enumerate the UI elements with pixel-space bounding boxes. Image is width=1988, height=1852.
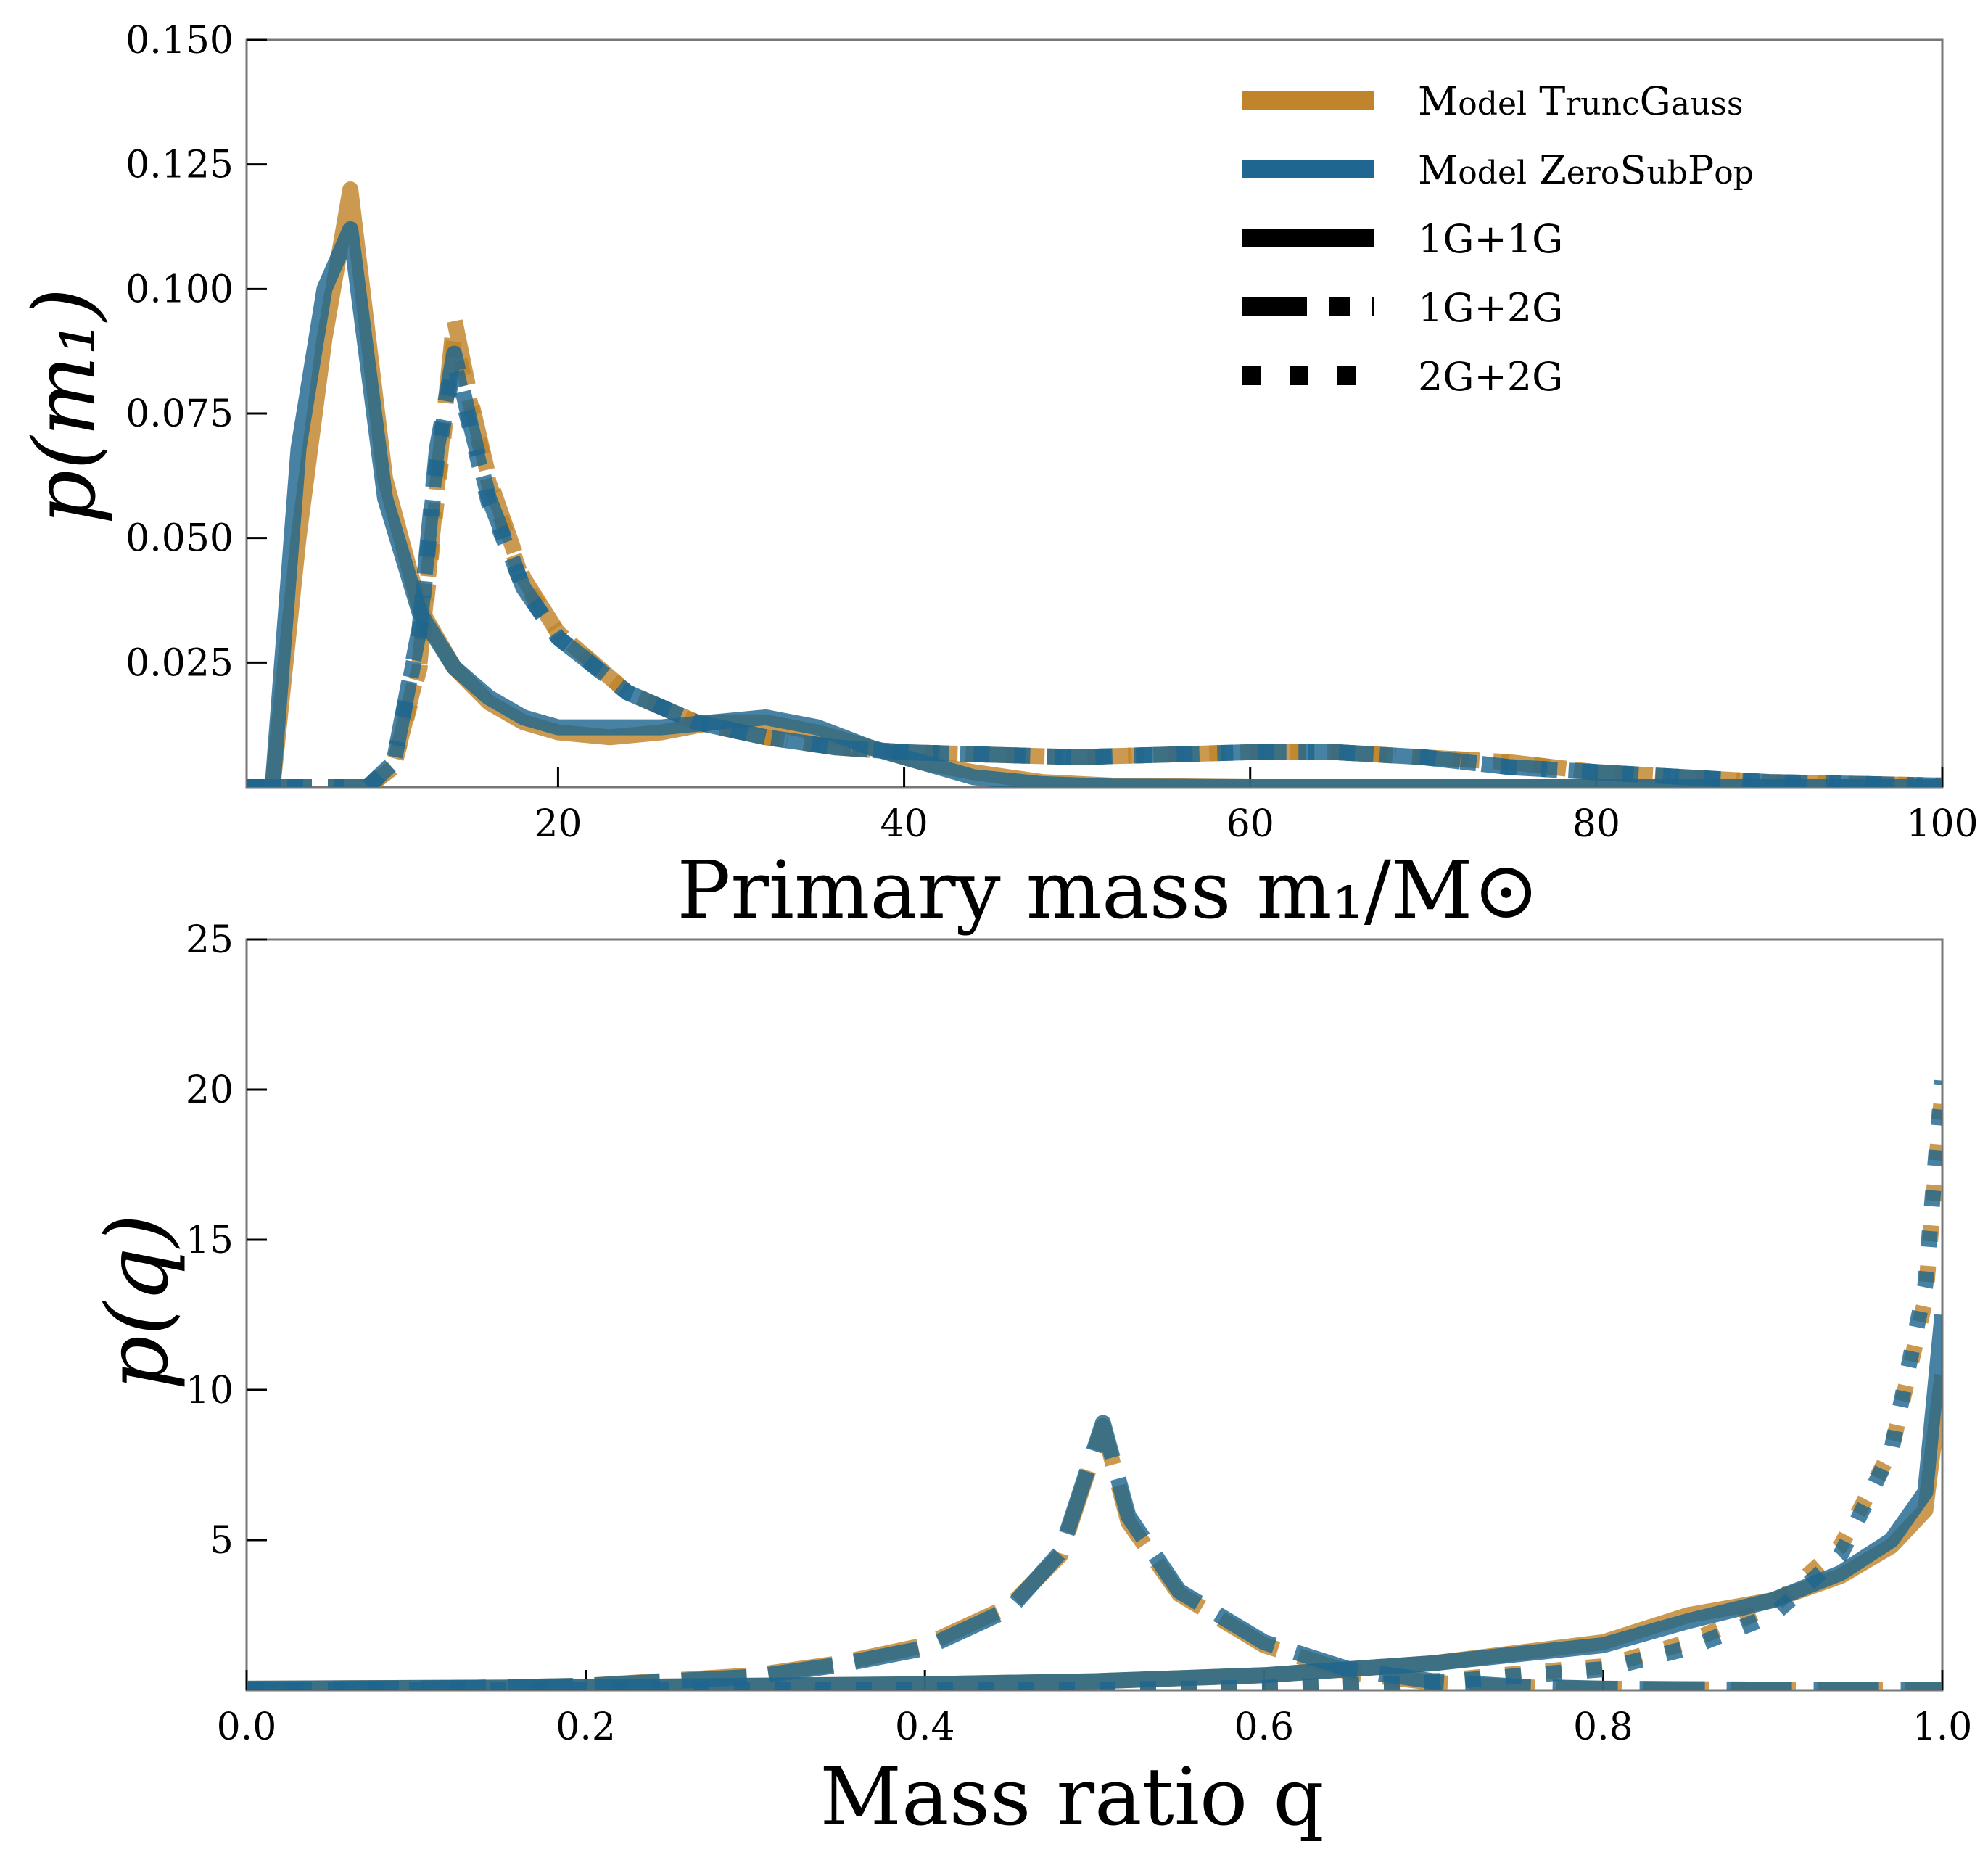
bottom-ytick-label: 15 [186, 1219, 234, 1262]
top-ytick-label: 0.025 [125, 641, 234, 685]
top-series-zerosubpop-dotted [247, 355, 1942, 787]
top-ylabel: p(m₁) [15, 288, 115, 525]
top-ytick-label: 0.100 [125, 268, 234, 311]
mass-panel: 20 40 60 80 100 0.025 0.050 0.075 0.100 0.125 0.15… [125, 19, 1979, 846]
bottom-frame [245, 938, 1944, 1692]
bottom-series-truncgauss-dotted [247, 1089, 1942, 1690]
bottom-ylabel: p(q) [87, 1214, 187, 1390]
bottom-xtick-label: 0.2 [556, 1705, 616, 1749]
top-xtick-label: 80 [1572, 802, 1620, 846]
top-xtick-label: 40 [880, 802, 928, 846]
top-ytick-label: 0.050 [125, 517, 234, 561]
top-ytick-label: 0.125 [125, 144, 234, 187]
bottom-ytick-label: 20 [186, 1069, 234, 1112]
legend-1g2g-label: 1G+2G [1418, 285, 1563, 331]
bottom-series-truncgauss-solid [247, 1373, 1942, 1690]
bottom-series-truncgauss-dashed [247, 1417, 1942, 1690]
top-series-group [247, 181, 1942, 787]
bottom-xtick-label: 0.8 [1573, 1705, 1633, 1749]
legend-zerosubpop-label: Model ZeroSubPop [1418, 147, 1754, 193]
top-xtick-label: 60 [1226, 802, 1274, 846]
bottom-xtick-label: 0.4 [895, 1705, 955, 1749]
mass-ratio-panel: 0.0 0.2 0.4 0.6 0.8 1.0 5 10 15 20 25 [186, 918, 1973, 1749]
bottom-ytick-label: 10 [186, 1369, 234, 1412]
top-series-zerosubpop-dashed [247, 345, 1942, 787]
bottom-xtick-label: 0.0 [217, 1705, 277, 1749]
bottom-series-group [247, 1079, 1942, 1690]
top-series-zerosubpop-solid [247, 221, 1942, 787]
legend-2g2g-label: 2G+2G [1418, 354, 1563, 400]
top-series-truncgauss-dotted [247, 331, 1942, 787]
bottom-series-zerosubpop-solid [247, 1314, 1942, 1690]
bottom-xtick-label: 0.6 [1234, 1705, 1294, 1749]
bottom-ytick-label: 5 [210, 1519, 234, 1563]
legend-truncgauss-label: Model TruncGauss [1418, 78, 1744, 124]
bottom-xlabel: Mass ratio q [820, 1750, 1324, 1843]
bottom-series-zerosubpop-dashed [247, 1415, 1942, 1690]
top-ytick-label: 0.075 [125, 392, 234, 436]
top-xlabel: Primary mass m₁/M⊙ [677, 844, 1539, 937]
top-xtick-label: 20 [534, 802, 582, 846]
top-ytick-label: 0.150 [125, 19, 234, 62]
bottom-series-zerosubpop-dotted [247, 1079, 1942, 1690]
legend: Model TruncGauss Model ZeroSubPop 1G+1G … [1242, 78, 1754, 400]
bottom-xtick-label: 1.0 [1913, 1705, 1973, 1749]
legend-1g1g-label: 1G+1G [1418, 216, 1563, 262]
top-xtick-label: 100 [1906, 802, 1978, 846]
bottom-ytick-label: 25 [186, 918, 234, 962]
